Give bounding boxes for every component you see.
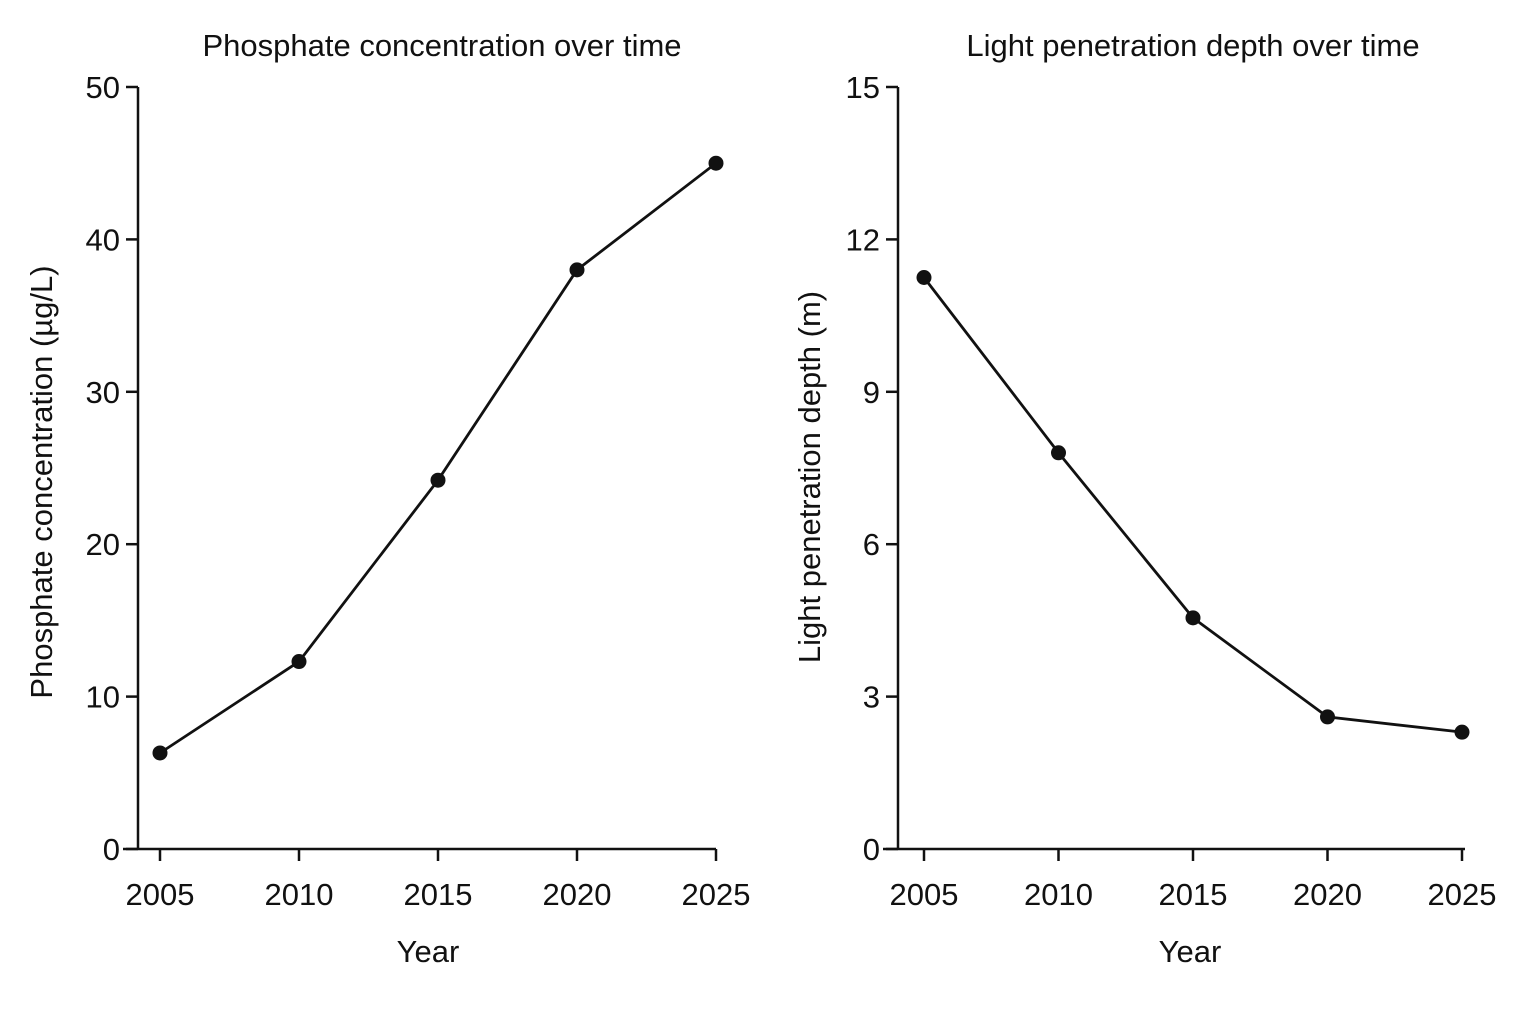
- y-tick-label: 10: [86, 680, 120, 715]
- y-tick-label: 40: [86, 222, 120, 257]
- x-tick-label: 2015: [1159, 877, 1228, 912]
- x-tick-label: 2010: [1024, 877, 1093, 912]
- x-tick-label: 2005: [890, 877, 959, 912]
- data-point: [569, 262, 585, 278]
- x-tick-label: 2025: [1428, 877, 1497, 912]
- series-line: [159, 162, 717, 755]
- y-tick-label: 0: [863, 832, 880, 867]
- y-tick-label: 3: [863, 680, 880, 715]
- series-line: [922, 276, 1463, 734]
- y-axis-label: Phosphate concentration (µg/L): [24, 265, 59, 698]
- data-point: [1051, 445, 1066, 461]
- chart-title: Light penetration depth over time: [966, 28, 1419, 63]
- data-point: [291, 654, 307, 670]
- x-tick-label: 2015: [404, 877, 473, 912]
- series-group: [916, 270, 1470, 740]
- data-point: [708, 155, 724, 171]
- x-axis-label: Year: [397, 934, 460, 969]
- x-tick-label: 2020: [1293, 877, 1362, 912]
- data-point: [916, 270, 932, 285]
- data-point: [1320, 709, 1335, 725]
- y-tick-label: 50: [86, 70, 120, 105]
- light-depth-chart: Light penetration depth over time Year L…: [792, 28, 1496, 969]
- x-tick-label: 2025: [682, 877, 751, 912]
- x-tick-label: 2010: [265, 877, 334, 912]
- y-tick-label: 20: [86, 527, 120, 562]
- data-point: [152, 745, 168, 761]
- x-axis-label: Year: [1159, 934, 1222, 969]
- y-tick-label: 0: [103, 832, 120, 867]
- data-point: [1185, 610, 1201, 626]
- chart-title: Phosphate concentration over time: [202, 28, 681, 63]
- y-tick-label: 30: [86, 375, 120, 410]
- tick-group: 0 10 20 30 40 50 2005 2010 2015 2020 2025: [86, 70, 751, 912]
- y-axis-label: Light penetration depth (m): [792, 291, 827, 663]
- y-tick-label: 9: [863, 375, 880, 410]
- data-point: [430, 472, 446, 488]
- series-group: [152, 155, 724, 761]
- x-tick-label: 2020: [543, 877, 612, 912]
- data-point: [1454, 724, 1470, 740]
- y-tick-label: 15: [846, 70, 880, 105]
- tick-group: 0 3 6 9 12 15 2005 2010 2015 2020 2025: [846, 70, 1497, 912]
- phosphate-chart: Phosphate concentration over time Year P…: [24, 28, 750, 969]
- y-tick-label: 12: [846, 222, 880, 257]
- x-tick-label: 2005: [126, 877, 195, 912]
- y-tick-label: 6: [863, 527, 880, 562]
